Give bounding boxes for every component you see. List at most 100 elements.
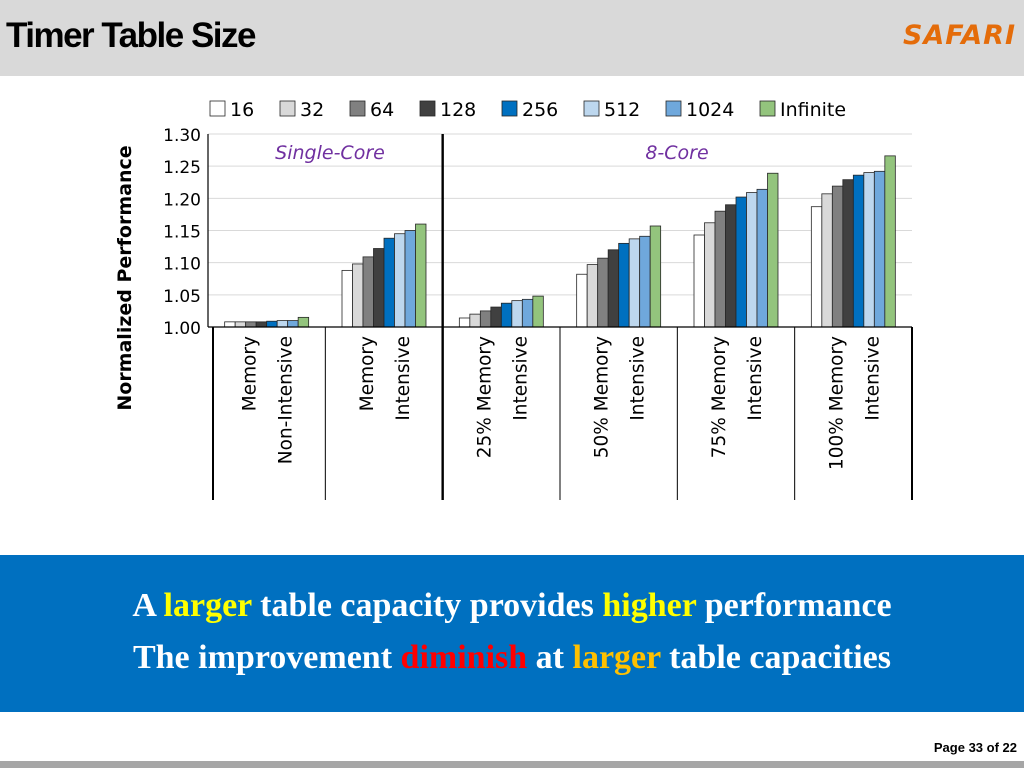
panel-label-8-core: 8-Core [645,142,708,164]
bar-1024-3 [521,298,534,328]
bar-32-2 [352,263,364,328]
legend-label-512: 512 [604,99,640,121]
bar-32-6 [821,193,833,328]
legend-swatch-32 [279,100,296,117]
legend-label-1024: 1024 [686,99,734,121]
legend-swatch-Infinite [759,100,776,117]
y-tick-labels: 1.00 1.05 1.10 1.15 1.20 1.25 1.30 [163,126,201,339]
performance-chart: 16 32 64 128 256 512 1024 Infinite Normalized P… [114,99,913,500]
bar-128-4 [607,249,620,328]
bar-128-6 [842,179,854,328]
x-category-labels: Memory Non-Intensive Memory Intensive 25% Me… [240,336,884,470]
y-tick-label: 1.25 [163,158,201,178]
x-category-label: Memory [240,336,261,411]
bar-32-4 [586,264,599,328]
x-category-label: Intensive [510,336,531,421]
bar-Infinite-5 [767,172,779,328]
slide-header: Timer Table Size SAFARI [0,0,1024,76]
x-category-label: 75% Memory [709,336,730,458]
legend-label-32: 32 [300,99,324,121]
banner-text-segment: higher [602,587,697,624]
legend-label-256: 256 [522,99,558,121]
bar-1024-5 [756,188,768,328]
banner-text-segment: larger [572,639,661,676]
bar-128-3 [490,306,502,328]
bar-512-3 [511,300,523,328]
legend-swatch-16 [209,100,226,117]
banner-text-segment: table capacity provides [251,587,603,624]
banner-text-segment: A [132,587,164,624]
y-axis-label: Normalized Performance [114,145,136,410]
chart-bars [224,155,896,328]
bar-64-4 [597,257,609,328]
legend-swatch-128 [419,100,436,117]
legend-swatch-512 [583,100,600,117]
banner-text-segment: larger [163,587,252,624]
legend-label-16: 16 [230,99,254,121]
takeaway-banner: A larger table capacity provides higher … [0,555,1024,712]
chart-legend: 16 32 64 128 256 512 1024 Infinite [209,99,846,121]
x-category-label: Memory [357,336,378,411]
chart-gridlines [208,133,912,296]
bar-128-1 [255,321,268,328]
panel-label-single-core: Single-Core [275,142,385,164]
bar-512-2 [394,233,406,328]
takeaway-line-1: A larger table capacity provides higher … [0,587,1024,625]
bar-1024-2 [404,230,416,328]
bar-256-1 [266,320,278,328]
bar-128-5 [725,204,737,328]
bar-256-5 [735,196,747,328]
page-number: Page 33 of 22 [933,740,1017,755]
bar-32-1 [234,321,247,328]
bar-64-1 [245,321,257,328]
bar-16-6 [810,206,823,328]
legend-label-64: 64 [370,99,394,121]
legend-swatch-1024 [665,100,682,117]
footer-bar [0,761,1024,768]
bar-256-3 [500,302,513,328]
slide-title: Timer Table Size [6,16,256,55]
banner-text-segment: The improvement [132,639,401,676]
x-category-label: 25% Memory [474,336,495,458]
bar-256-2 [383,237,395,328]
x-category-label: Intensive [393,336,414,421]
bar-64-6 [831,185,844,328]
x-category-label: Intensive [628,336,649,421]
y-tick-label: 1.20 [163,190,201,210]
bar-Infinite-6 [884,155,896,328]
bar-16-4 [576,273,588,328]
bar-16-5 [693,234,705,328]
bar-128-2 [373,248,385,328]
y-tick-label: 1.15 [163,223,201,243]
bar-Infinite-2 [415,223,427,328]
x-category-label: Intensive [745,336,766,421]
bar-Infinite-4 [649,225,662,328]
banner-text-segment: diminish [400,639,528,676]
bar-16-3 [458,317,471,328]
y-tick-label: 1.00 [163,319,201,339]
bar-1024-4 [639,235,651,328]
legend-label-128: 128 [440,99,476,121]
chart-axes [207,134,913,500]
y-tick-label: 1.10 [163,255,201,275]
banner-text-segment: table capacities [660,639,892,676]
legend-label-Infinite: Infinite [780,99,846,121]
banner-text-segment: performance [696,587,892,624]
bar-512-1 [276,320,289,328]
legend-swatch-64 [349,100,366,117]
bar-1024-6 [873,170,886,328]
bar-32-3 [469,313,481,328]
bar-64-3 [479,310,492,328]
bar-512-6 [863,172,875,328]
takeaway-line-2: The improvement diminish at larger table… [0,639,1024,677]
x-category-label: Intensive [862,336,883,421]
bar-32-5 [704,222,716,328]
y-tick-label: 1.30 [163,126,201,146]
bar-256-6 [852,174,865,328]
y-tick-label: 1.05 [163,287,201,307]
legend-swatch-256 [501,100,518,117]
bar-16-2 [341,269,353,328]
bar-512-5 [746,192,758,328]
bar-256-4 [618,242,630,328]
bar-16-1 [224,321,236,328]
